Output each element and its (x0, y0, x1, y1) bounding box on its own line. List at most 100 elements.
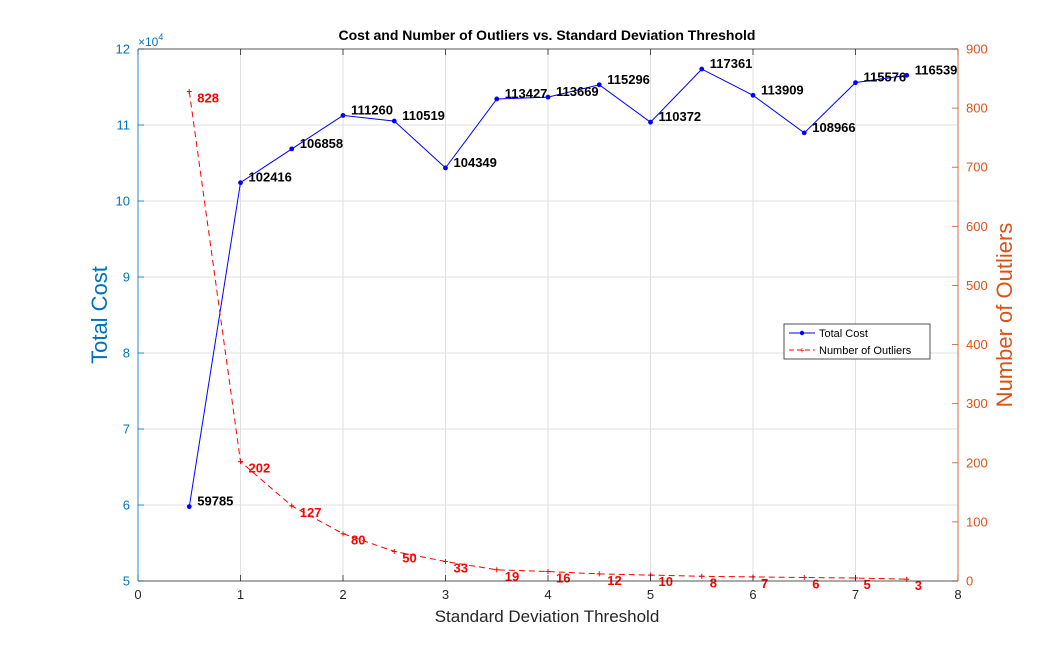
data-point (238, 459, 243, 465)
data-point (904, 72, 910, 78)
legend-marker-outliers: + (799, 346, 804, 356)
data-point (596, 82, 602, 88)
data-label: 3 (915, 578, 922, 593)
y-left-tick-label: 12 (116, 42, 130, 57)
data-point (801, 574, 807, 580)
y-left-tick-label: 7 (123, 422, 130, 437)
data-point (340, 531, 346, 537)
data-label: 111260 (351, 102, 393, 117)
data-label: 8 (710, 575, 717, 590)
left-axis-exponent-base: ×10 (138, 35, 159, 49)
axes: 0 1 2 3 4 5 6 7 85678910111201002003004005006007… (116, 42, 988, 603)
series-layer: 59785 102416 106858 111260 110519 104349 11342… (186, 56, 958, 593)
data-label: 110519 (402, 108, 445, 123)
x-tick-label: 4 (544, 587, 551, 602)
data-point (443, 165, 448, 171)
x-tick-label: 6 (749, 587, 756, 602)
data-label: 113669 (556, 84, 599, 99)
data-point (699, 573, 705, 579)
y-left-tick-label: 11 (117, 118, 131, 133)
y-right-tick-label: 100 (966, 514, 988, 529)
data-point (494, 96, 500, 102)
data-label: 12 (607, 573, 621, 588)
data-label: 102416 (249, 170, 292, 185)
data-label: 202 (249, 461, 271, 476)
data-label: 6 (812, 576, 819, 591)
x-tick-label: 2 (339, 587, 346, 602)
y-left-tick-label: 9 (123, 270, 130, 285)
data-label: 127 (300, 505, 322, 520)
data-label: 108966 (812, 120, 855, 135)
y-left-tick-label: 10 (116, 194, 130, 209)
y-right-tick-label: 600 (966, 219, 988, 234)
data-point (186, 504, 192, 510)
data-label: 33 (454, 560, 468, 575)
data-point (853, 80, 858, 86)
left-axis-exponent: ×104 (138, 32, 163, 49)
data-label: 80 (351, 533, 365, 548)
data-label: 5 (864, 577, 871, 592)
legend-label-outliers: Number of Outliers (819, 345, 912, 357)
y-right-tick-label: 300 (966, 396, 988, 411)
y-left-tick-label: 5 (123, 574, 130, 589)
data-label: 106858 (300, 136, 343, 151)
data-point (289, 503, 295, 509)
y-axis-left-label: Total Cost (87, 266, 112, 364)
left-axis-exponent-power: 4 (158, 32, 163, 42)
y-right-tick-label: 900 (966, 42, 988, 57)
data-point (545, 569, 551, 575)
data-point (750, 92, 756, 98)
data-point (545, 94, 551, 100)
x-axis-label: Standard Deviation Threshold (435, 607, 660, 626)
data-label: 50 (402, 550, 416, 565)
y-right-tick-label: 0 (966, 574, 973, 589)
data-label: 113909 (761, 82, 804, 97)
data-point (801, 130, 807, 136)
data-label: 19 (505, 569, 519, 584)
data-point (186, 89, 192, 95)
legend-box (783, 323, 931, 360)
data-label: 110372 (659, 109, 702, 124)
series-line (188, 91, 907, 580)
x-tick-label: 1 (237, 587, 244, 602)
data-point (289, 146, 295, 152)
data-label: 115296 (607, 72, 650, 87)
y-right-tick-label: 800 (966, 101, 988, 116)
data-label: 104349 (454, 155, 497, 170)
x-tick-label: 8 (954, 587, 961, 602)
y-right-tick-label: 500 (966, 278, 988, 293)
data-label: 116539 (915, 62, 958, 77)
data-label: 16 (556, 571, 570, 586)
y-axis-right-label: Number of Outliers (992, 223, 1017, 408)
y-right-tick-label: 200 (966, 455, 988, 470)
legend-label-total-cost: Total Cost (819, 328, 868, 340)
data-point (391, 548, 397, 554)
data-point (340, 113, 346, 118)
y-right-tick-label: 700 (966, 160, 988, 175)
series-total-cost: 59785 102416 106858 111260 110519 104349 11342… (186, 56, 958, 510)
data-point (443, 558, 448, 564)
data-point (494, 567, 500, 573)
x-tick-label: 0 (134, 587, 141, 602)
data-label: 59785 (197, 494, 233, 509)
data-label: 115576 (864, 70, 907, 85)
data-label: 7 (761, 576, 768, 591)
y-right-tick-label: 400 (966, 337, 988, 352)
legend-marker-total-cost (799, 330, 805, 336)
y-left-tick-label: 6 (123, 498, 130, 513)
data-label: 10 (659, 574, 673, 589)
legend: Total Cost + Number of Outliers (783, 323, 931, 360)
y-left-tick-label: 8 (123, 346, 130, 361)
data-point (699, 66, 705, 72)
series-number-of-outliers: 828 202 127 80 50 33 19 16 12 10 8 7 6 5 3 (186, 89, 922, 593)
data-label: 113427 (505, 86, 548, 101)
x-tick-label: 3 (442, 587, 449, 602)
data-label: 117361 (710, 56, 753, 71)
x-tick-label: 5 (647, 587, 654, 602)
data-point (391, 118, 397, 124)
data-point (596, 571, 602, 577)
data-point (648, 119, 653, 125)
x-tick-label: 7 (852, 587, 859, 602)
chart-title: Cost and Number of Outliers vs. Standard… (339, 27, 756, 43)
